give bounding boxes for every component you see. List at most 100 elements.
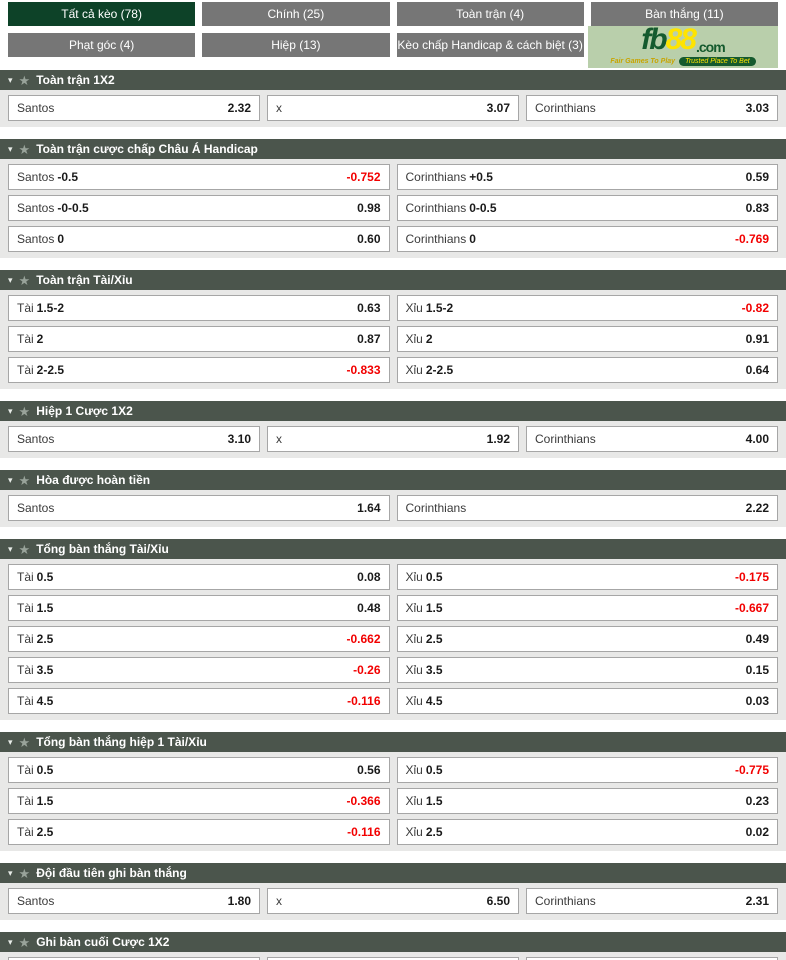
odds-cell[interactable]: Corinthians 0 -0.769 (396, 226, 778, 252)
odds-cell[interactable]: Tài 0.5 0.56 (8, 757, 390, 783)
odds-section: ▾ ★ Tổng bàn thắng Tài/Xỉu Tài 0.5 0.08 Xỉu 0.5… (0, 539, 786, 720)
favorite-star-icon[interactable]: ★ (18, 865, 31, 881)
collapse-icon[interactable]: ▾ (8, 736, 13, 747)
odds-cell[interactable] (267, 957, 519, 960)
selection-label: Santos (17, 432, 54, 446)
selection-name: Tài (17, 570, 34, 584)
odds-cell[interactable]: x 3.07 (267, 95, 519, 121)
odds-cell[interactable] (526, 957, 778, 960)
tab-goals[interactable]: Bàn thắng (11) (590, 2, 778, 26)
odds-section: ▾ ★ Ghi bàn cuối Cược 1X2 (0, 932, 786, 960)
collapse-icon[interactable]: ▾ (8, 74, 13, 85)
tab-main[interactable]: Chính (25) (202, 2, 390, 26)
odds-cell[interactable]: Tài 1.5 0.48 (8, 595, 390, 621)
selection-name: Xỉu (405, 363, 423, 377)
section-header: ▾ ★ Toàn trận Tài/Xỉu (0, 270, 786, 290)
favorite-star-icon[interactable]: ★ (18, 403, 31, 419)
handicap-line: 0.5 (36, 763, 54, 777)
odds-cell[interactable]: Corinthians 0-0.5 0.83 (396, 195, 778, 221)
tab-halves[interactable]: Hiệp (13) (202, 33, 390, 57)
logo-fb-text: fb (641, 22, 667, 56)
handicap-line: 1.5-2 (425, 301, 454, 315)
odds-cell[interactable]: Tài 2.5 -0.116 (8, 819, 390, 845)
odds-cell[interactable]: Tài 2.5 -0.662 (8, 626, 390, 652)
section-header: ▾ ★ Toàn trận 1X2 (0, 70, 786, 90)
odds-cell[interactable]: Santos -0-0.5 0.98 (8, 195, 390, 221)
favorite-star-icon[interactable]: ★ (18, 141, 31, 157)
tab-handicap-margin[interactable]: Kèo chấp Handicap & cách biệt (3) (396, 33, 584, 57)
odds-value: 0.56 (357, 763, 381, 777)
odds-cell[interactable]: Santos 0 0.60 (8, 226, 390, 252)
selection-name: Corinthians (405, 201, 467, 215)
tab-all-odds[interactable]: Tất cả kèo (78) (8, 2, 196, 26)
odds-cell[interactable]: Xỉu 2.5 0.02 (396, 819, 778, 845)
selection-name: Santos (17, 170, 55, 184)
odds-cell[interactable]: Santos 1.80 (8, 888, 260, 914)
tab-full-match[interactable]: Toàn trận (4) (396, 2, 584, 26)
collapse-icon[interactable]: ▾ (8, 867, 13, 878)
odds-cell[interactable]: Corinthians 2.31 (526, 888, 778, 914)
handicap-line: 1.5 (425, 794, 443, 808)
odds-cell[interactable]: Xỉu 0.5 -0.775 (396, 757, 778, 783)
favorite-star-icon[interactable]: ★ (18, 272, 31, 288)
odds-cell[interactable]: Xỉu 1.5 0.23 (396, 788, 778, 814)
selection-label: Xỉu 1.5 (406, 794, 443, 808)
odds-row: Tài 3.5 -0.26 Xỉu 3.5 0.15 (8, 657, 778, 683)
odds-cell[interactable]: Santos 2.32 (8, 95, 260, 121)
collapse-icon[interactable]: ▾ (8, 405, 13, 416)
odds-cell[interactable]: Tài 1.5 -0.366 (8, 788, 390, 814)
odds-cell[interactable]: Corinthians 2.22 (396, 495, 778, 521)
odds-cell[interactable]: Santos 3.10 (8, 426, 260, 452)
odds-row: Tài 4.5 -0.116 Xỉu 4.5 0.03 (8, 688, 778, 714)
odds-cell[interactable]: Corinthians 4.00 (526, 426, 778, 452)
collapse-icon[interactable]: ▾ (8, 143, 13, 154)
odds-cell[interactable]: Xỉu 3.5 0.15 (396, 657, 778, 683)
favorite-star-icon[interactable]: ★ (18, 934, 31, 950)
selection-name: Santos (17, 501, 55, 515)
selection-label: Xỉu 2.5 (406, 632, 443, 646)
odds-cell[interactable]: Xỉu 0.5 -0.175 (396, 564, 778, 590)
collapse-icon[interactable]: ▾ (8, 936, 13, 947)
odds-row: Santos 3.10 x 1.92 Corinthians 4.00 (8, 426, 778, 452)
odds-cell[interactable]: Tài 1.5-2 0.63 (8, 295, 390, 321)
odds-value: -0.116 (347, 825, 381, 839)
odds-cell[interactable]: Tài 2-2.5 -0.833 (8, 357, 390, 383)
fb88-logo[interactable]: fb 88 .com Fair Games To Play Trusted Plac… (588, 22, 778, 68)
selection-label: Corinthians +0.5 (406, 170, 493, 184)
odds-cell[interactable]: Tài 2 0.87 (8, 326, 390, 352)
selection-name: Tài (17, 663, 34, 677)
odds-cell[interactable]: Xỉu 2.5 0.49 (396, 626, 778, 652)
odds-cell[interactable]: Xỉu 4.5 0.03 (396, 688, 778, 714)
collapse-icon[interactable]: ▾ (8, 274, 13, 285)
favorite-star-icon[interactable]: ★ (18, 734, 31, 750)
odds-cell[interactable]: Santos 1.64 (8, 495, 390, 521)
odds-cell[interactable]: Xỉu 2 0.91 (396, 326, 778, 352)
odds-cell[interactable]: Tài 3.5 -0.26 (8, 657, 390, 683)
odds-cell[interactable]: Corinthians 3.03 (526, 95, 778, 121)
odds-cell[interactable]: Xỉu 1.5-2 -0.82 (396, 295, 778, 321)
odds-cell[interactable]: Santos -0.5 -0.752 (8, 164, 390, 190)
odds-cell[interactable]: x 6.50 (267, 888, 519, 914)
odds-cell[interactable]: Corinthians +0.5 0.59 (396, 164, 778, 190)
tab-corners[interactable]: Phạt góc (4) (8, 33, 196, 57)
odds-row: Santos 2.32 x 3.07 Corinthians 3.03 (8, 95, 778, 121)
collapse-icon[interactable]: ▾ (8, 543, 13, 554)
odds-cell[interactable] (8, 957, 260, 960)
handicap-line: 2 (36, 332, 44, 346)
odds-cell[interactable]: Xỉu 1.5 -0.667 (396, 595, 778, 621)
favorite-star-icon[interactable]: ★ (18, 541, 31, 557)
odds-section: ▾ ★ Toàn trận cược chấp Châu Á Handicap San… (0, 139, 786, 258)
odds-section: ▾ ★ Toàn trận Tài/Xỉu Tài 1.5-2 0.63 Xỉu 1.5-2-… (0, 270, 786, 389)
favorite-star-icon[interactable]: ★ (18, 72, 31, 88)
favorite-star-icon[interactable]: ★ (18, 472, 31, 488)
odds-cell[interactable]: Tài 0.5 0.08 (8, 564, 390, 590)
odds-cell[interactable]: x 1.92 (267, 426, 519, 452)
odds-row: Tài 2-2.5 -0.833 Xỉu 2-2.5 0.64 (8, 357, 778, 383)
odds-row: Tài 0.5 0.56 Xỉu 0.5 -0.775 (8, 757, 778, 783)
selection-label: Xỉu 0.5 (406, 570, 443, 584)
collapse-icon[interactable]: ▾ (8, 474, 13, 485)
selection-label: Corinthians 0 (406, 232, 476, 246)
odds-cell[interactable]: Tài 4.5 -0.116 (8, 688, 390, 714)
odds-cell[interactable]: Xỉu 2-2.5 0.64 (396, 357, 778, 383)
odds-row: Santos -0-0.5 0.98 Corinthians 0-0.5 0.83 (8, 195, 778, 221)
